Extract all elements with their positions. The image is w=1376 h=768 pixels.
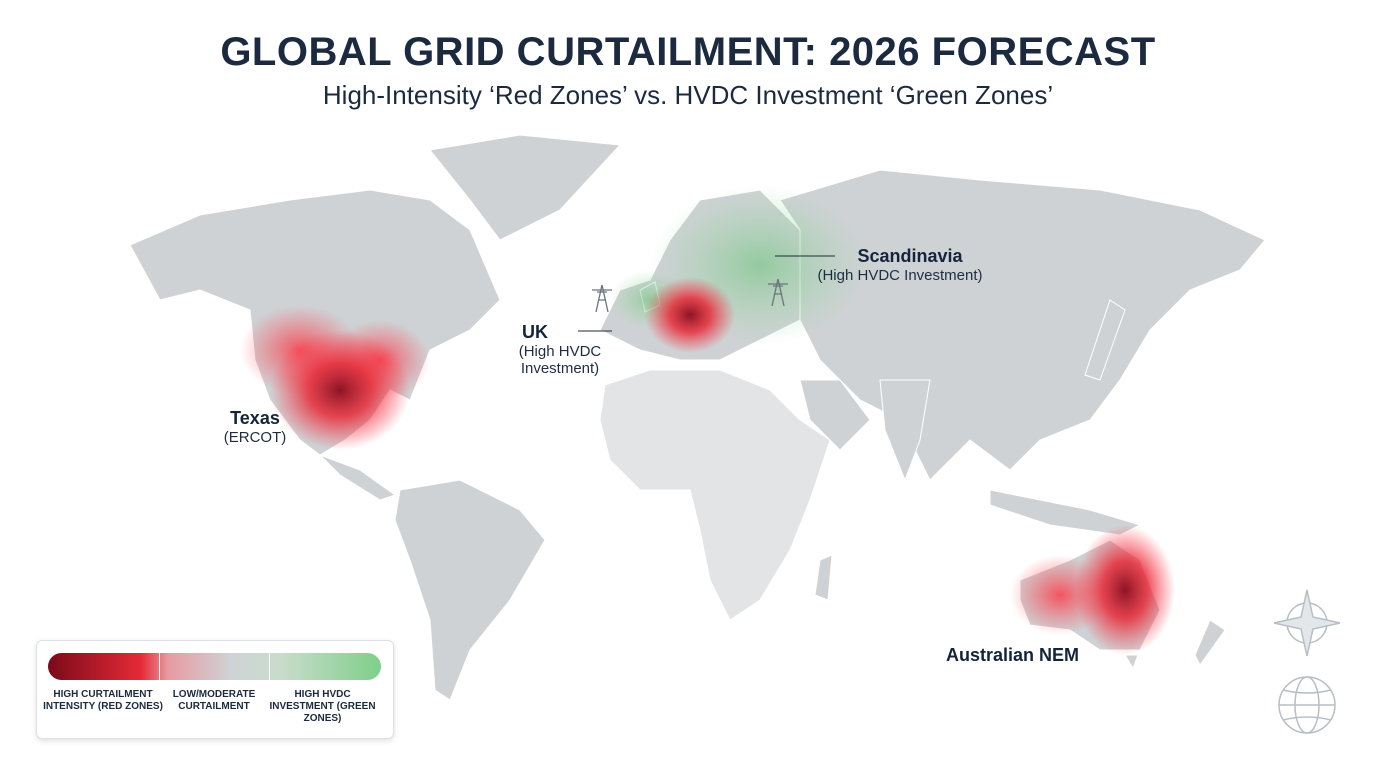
- region-note: (High HVDC Investment): [518, 343, 602, 377]
- region-label: UK (High HVDC Investment): [505, 322, 615, 377]
- subtitle: High-Intensity ‘Red Zones’ vs. HVDC Inve…: [322, 80, 1054, 110]
- globe-icon: [1278, 676, 1336, 734]
- legend: HIGH CURTAILMENT INTENSITY (RED ZONES) L…: [36, 640, 394, 739]
- legend-gradient: [48, 653, 381, 680]
- title: GLOBAL GRID CURTAILMENT: 2026 FORECAST: [220, 30, 1156, 74]
- legend-divider: [159, 653, 160, 680]
- region-note: (High HVDC Investment): [817, 267, 983, 284]
- legend-label: HIGH HVDC INVESTMENT (GREEN ZONES): [269, 689, 376, 724]
- pylon-icons: [592, 278, 788, 313]
- legend-label: LOW/MODERATE CURTAILMENT: [172, 689, 256, 712]
- region-label: Texas (ERCOT): [200, 408, 310, 446]
- region-name: Texas: [230, 408, 280, 428]
- region-label: Scandinavia (High HVDC Investment): [795, 246, 1005, 284]
- legend-label: HIGH CURTAILMENT INTENSITY (RED ZONES): [43, 689, 163, 712]
- heat-zones: [240, 185, 1175, 655]
- leader-lines: [578, 255, 835, 332]
- legend-divider: [269, 653, 270, 680]
- region-name: Scandinavia: [857, 246, 963, 266]
- region-note: (ERCOT): [223, 429, 287, 446]
- region-name: Australian NEM: [946, 645, 1080, 665]
- region-name: UK: [522, 322, 548, 342]
- compass-icon: [1273, 589, 1341, 657]
